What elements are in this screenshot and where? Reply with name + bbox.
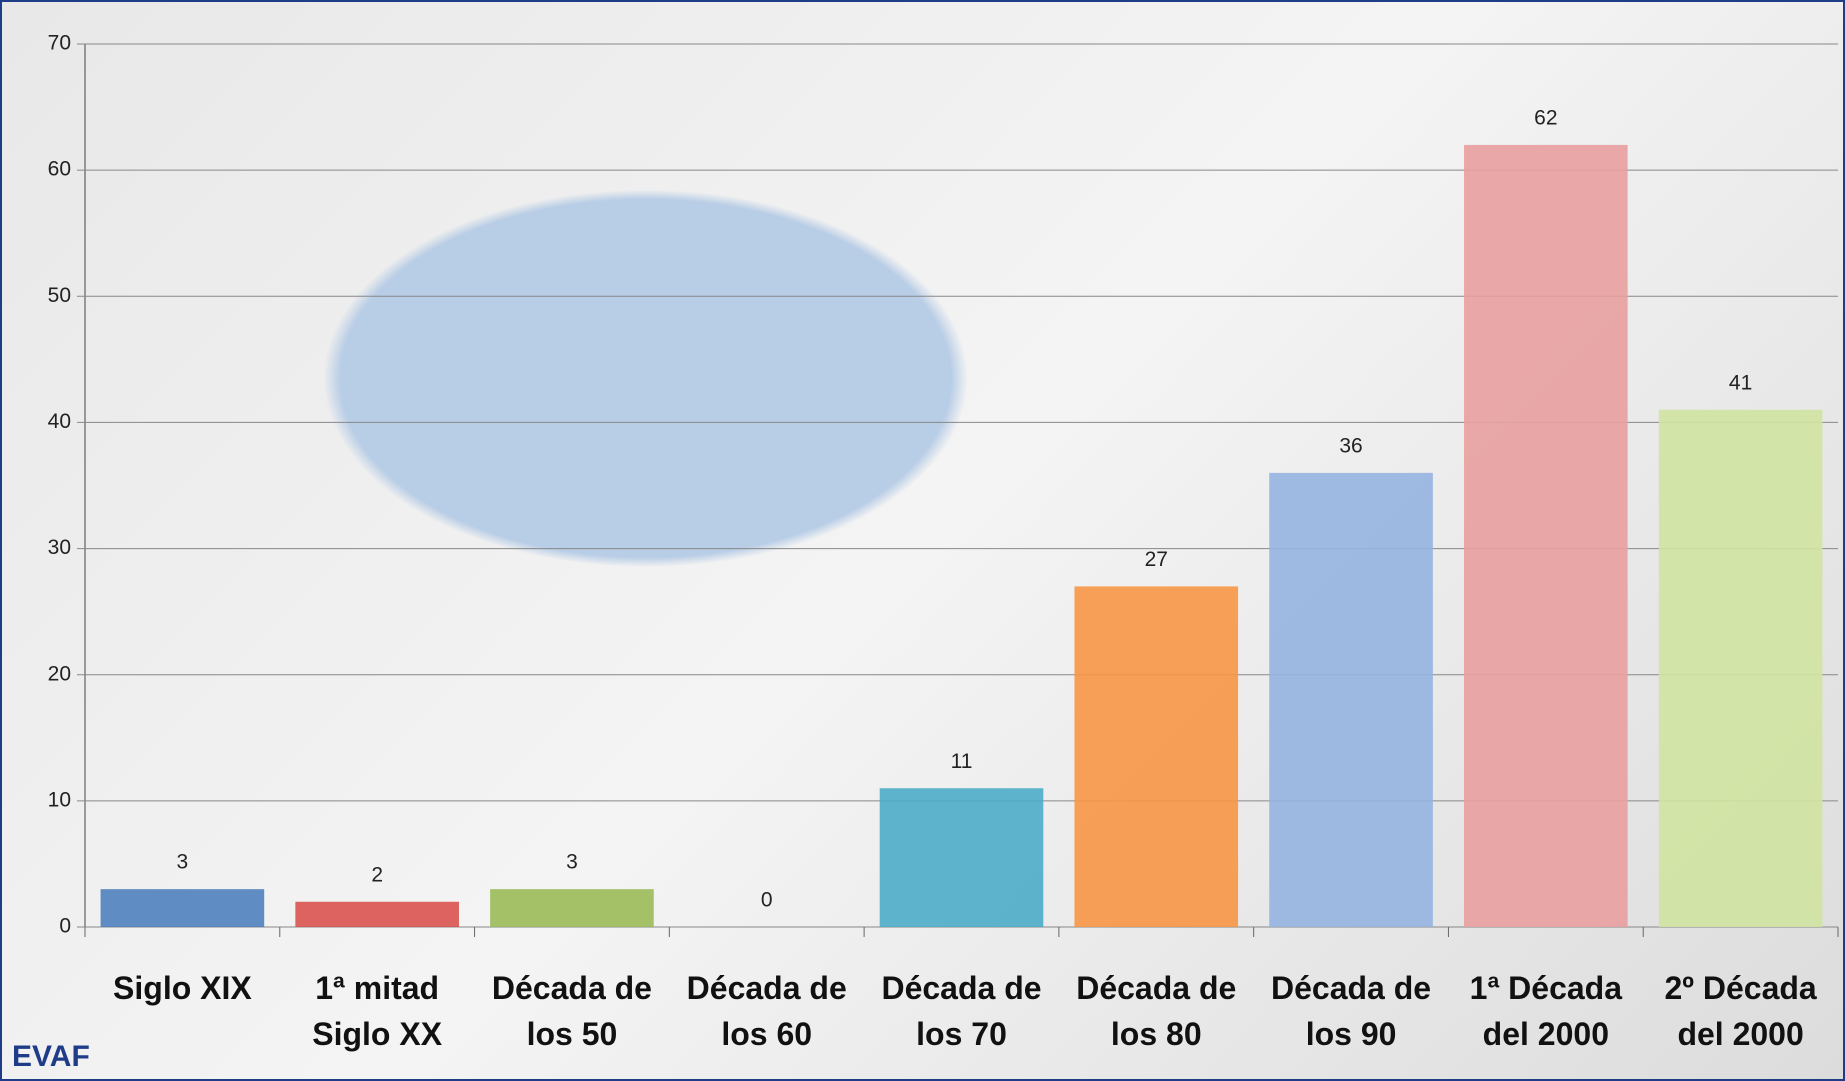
value-label: 3: [566, 851, 578, 874]
value-label: 11: [951, 750, 973, 773]
y-tick-label: 50: [48, 284, 71, 307]
x-tick-label: Década de los 50: [491, 970, 652, 1052]
x-tick-label: Década de los 90: [1271, 970, 1432, 1052]
y-tick-label: 60: [48, 158, 71, 181]
x-tick-label: Siglo XIX: [113, 970, 252, 1006]
y-tick-label: 0: [59, 915, 71, 938]
y-tick-label: 70: [48, 32, 71, 55]
logo: EVAF: [12, 1040, 90, 1073]
value-label: 41: [1729, 371, 1752, 394]
value-label: 62: [1534, 106, 1557, 129]
bar: [295, 901, 459, 927]
value-label: 27: [1145, 548, 1168, 571]
bar: [879, 788, 1044, 927]
y-tick-label: 10: [48, 788, 71, 811]
x-tick-label: 2º Década del 2000: [1664, 970, 1817, 1052]
x-tick-label: Década de los 60: [686, 970, 847, 1052]
bar: [100, 889, 265, 927]
y-tick-label: 40: [48, 410, 71, 433]
value-label: 2: [371, 863, 383, 886]
bar: [490, 889, 654, 927]
x-tick-label: Década de los 70: [881, 970, 1042, 1052]
bar: [1658, 409, 1823, 927]
value-label: 36: [1339, 434, 1362, 457]
value-label: 0: [761, 889, 773, 912]
value-label: 3: [177, 851, 189, 874]
x-tick-label: 1ª mitad Siglo XX: [312, 970, 443, 1052]
x-tick-label: 1ª Década del 2000: [1469, 970, 1623, 1052]
y-tick-label: 30: [48, 536, 71, 559]
bar: [1074, 586, 1239, 927]
bar: [1464, 144, 1628, 927]
bar: [1269, 472, 1433, 927]
x-tick-label: Década de los 80: [1076, 970, 1237, 1052]
y-tick-label: 20: [48, 662, 71, 685]
